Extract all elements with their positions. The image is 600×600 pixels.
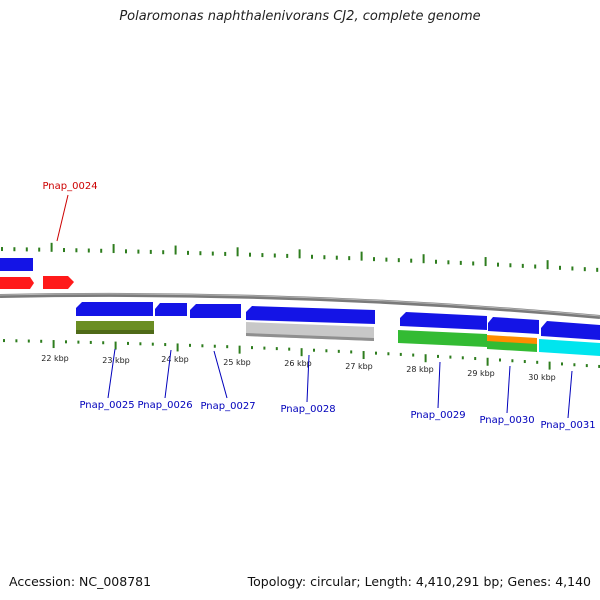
genome-backbone-highlight — [0, 293, 600, 317]
scale-labels: 22 kbp 23 kbp 24 kbp 25 kbp 26 kbp 27 kbp 28 k… — [41, 354, 556, 382]
gene-label-pnap-0029[interactable]: Pnap_0029 — [410, 410, 465, 421]
gene-label-pnap-0028[interactable]: Pnap_0028 — [280, 404, 335, 415]
scale-label: 24 kbp — [161, 355, 189, 364]
cds-pnap-0024[interactable] — [43, 276, 74, 289]
gene-label-pnap-0025[interactable]: Pnap_0025 — [79, 400, 134, 411]
cds-pnap-0027[interactable] — [190, 304, 241, 318]
scale-label: 25 kbp — [223, 358, 251, 367]
scale-label: 22 kbp — [41, 354, 69, 363]
callout-line — [107, 348, 116, 399]
scale-label: 28 kbp — [406, 365, 434, 374]
genome-backbone — [0, 292, 600, 319]
callout-line — [306, 354, 310, 403]
cds-pnap-0030[interactable] — [488, 317, 539, 334]
callout-line — [164, 349, 172, 399]
scale-label: 29 kbp — [467, 369, 495, 378]
cds-reverse-blue-partial[interactable] — [0, 258, 33, 271]
scale-label: 23 kbp — [102, 356, 130, 365]
feature-orange[interactable] — [487, 335, 537, 344]
callout-line — [567, 370, 573, 419]
cds-pnap-0031[interactable] — [541, 321, 600, 340]
feature-gray-shade — [246, 333, 374, 341]
cds-pnap-0025[interactable] — [76, 302, 153, 316]
gene-label-pnap-0024[interactable]: Pnap_0024 — [42, 181, 97, 192]
gene-label-pnap-0026[interactable]: Pnap_0026 — [137, 400, 192, 411]
map-title: Polaromonas naphthalenivorans CJ2, compl… — [119, 9, 481, 24]
scale-label: 27 kbp — [345, 362, 373, 371]
feature-olive-shade — [76, 330, 154, 334]
callout-line — [213, 350, 228, 399]
gene-label-pnap-0027[interactable]: Pnap_0027 — [200, 401, 255, 412]
accession-label: Accession: NC_008781 — [9, 574, 152, 589]
gene-label-pnap-0030[interactable]: Pnap_0030 — [479, 415, 534, 426]
genome-summary: Topology: circular; Length: 4,410,291 bp… — [247, 574, 591, 589]
scale-label: 26 kbp — [284, 359, 312, 368]
cds-reverse-red-partial[interactable] — [0, 277, 34, 289]
upper-tick-ring — [1, 242, 599, 272]
callout-line — [56, 194, 69, 242]
scale-label: 30 kbp — [528, 373, 556, 382]
gene-label-pnap-0031[interactable]: Pnap_0031 — [540, 420, 595, 431]
cds-pnap-0029[interactable] — [400, 312, 487, 330]
lower-tick-ring — [3, 339, 600, 370]
gene-callouts: Pnap_0024 Pnap_0025 Pnap_0026 Pnap_0027 Pnap… — [42, 181, 595, 431]
callout-line — [437, 361, 441, 409]
feature-cyan[interactable] — [539, 339, 600, 356]
callout-line — [506, 365, 511, 414]
cds-pnap-0026[interactable] — [155, 303, 187, 316]
feature-green[interactable] — [398, 330, 487, 347]
cds-pnap-0028[interactable] — [246, 306, 375, 324]
